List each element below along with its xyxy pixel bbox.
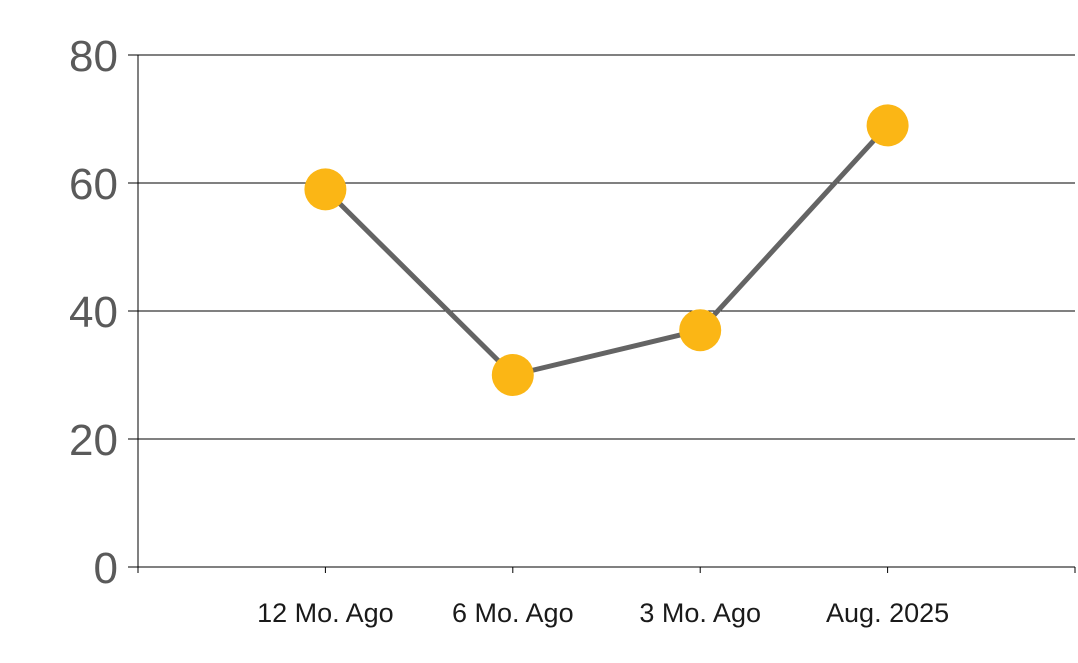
axes — [128, 55, 1076, 573]
data-point-marker — [679, 309, 722, 352]
series-line — [322, 122, 891, 378]
x-tick-label: 3 Mo. Ago — [639, 598, 761, 628]
series — [322, 122, 891, 378]
y-tick-label: 0 — [94, 544, 118, 593]
data-point-marker — [304, 168, 347, 211]
y-tick-label: 60 — [69, 160, 118, 209]
x-axis-tick-labels: 12 Mo. Ago 6 Mo. Ago 3 Mo. Ago Aug. 2025 — [257, 598, 949, 628]
data-point-marker — [491, 354, 534, 396]
markers — [304, 104, 909, 396]
x-tick-label: Aug. 2025 — [826, 598, 949, 628]
x-tick-label: 12 Mo. Ago — [257, 598, 394, 628]
data-point-marker — [866, 104, 909, 147]
x-tick-label: 6 Mo. Ago — [452, 598, 574, 628]
gridlines — [128, 54, 1075, 440]
y-tick-label: 20 — [69, 416, 118, 465]
y-axis-tick-labels: 0 20 40 60 80 — [69, 32, 118, 593]
y-tick-label: 40 — [69, 288, 118, 337]
y-tick-label: 80 — [69, 32, 118, 81]
